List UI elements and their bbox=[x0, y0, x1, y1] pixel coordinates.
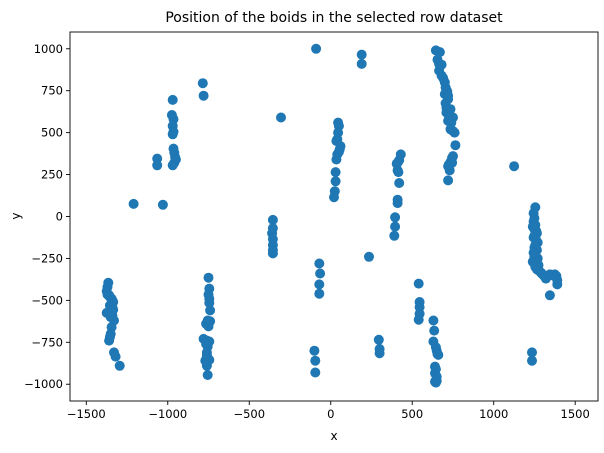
boid-point bbox=[201, 360, 212, 371]
y-tick-label: 500 bbox=[41, 126, 63, 140]
boid-point bbox=[152, 160, 163, 171]
boid-point bbox=[205, 305, 216, 316]
boid-point bbox=[331, 154, 342, 165]
x-tick-label: 1500 bbox=[561, 407, 590, 421]
boid-point bbox=[329, 192, 339, 203]
boid-point bbox=[433, 349, 444, 360]
boid-point bbox=[443, 175, 454, 186]
boid-point bbox=[552, 279, 563, 290]
boid-point bbox=[204, 297, 215, 308]
boid-point bbox=[413, 278, 424, 289]
boid-point bbox=[373, 334, 384, 345]
x-tick-label: 0 bbox=[327, 407, 334, 421]
x-tick-label: −1000 bbox=[148, 407, 187, 421]
boid-point bbox=[413, 314, 424, 325]
x-tick-label: −1500 bbox=[67, 407, 106, 421]
x-tick-label: −500 bbox=[233, 407, 265, 421]
boid-point bbox=[509, 161, 520, 172]
boid-point bbox=[330, 167, 341, 178]
y-tick-label: −1000 bbox=[24, 377, 63, 391]
boid-point bbox=[374, 348, 385, 359]
boid-point bbox=[167, 94, 178, 105]
boid-point bbox=[527, 347, 537, 358]
boid-point bbox=[390, 212, 401, 223]
boid-point bbox=[314, 258, 325, 269]
boid-point bbox=[276, 112, 286, 123]
boid-point bbox=[429, 325, 440, 336]
chart-title: Position of the boids in the selected ro… bbox=[165, 10, 503, 26]
boid-point bbox=[390, 221, 401, 232]
boid-point bbox=[449, 127, 460, 138]
y-tick-label: 0 bbox=[56, 210, 63, 224]
boid-point bbox=[197, 78, 208, 89]
x-tick-label: 500 bbox=[401, 407, 423, 421]
boid-point bbox=[198, 90, 209, 101]
y-tick-label: 750 bbox=[41, 84, 63, 98]
x-axis-ticks: −1500 −1000 −500 0 500 1000 1500 bbox=[67, 401, 590, 421]
boid-point bbox=[315, 268, 326, 279]
boid-point bbox=[330, 176, 341, 187]
boid-point bbox=[434, 47, 445, 58]
boid-point bbox=[167, 160, 178, 171]
boid-point bbox=[267, 248, 278, 259]
boid-point bbox=[203, 272, 214, 283]
boid-point bbox=[364, 251, 374, 262]
boid-point bbox=[356, 58, 367, 69]
boid-point bbox=[356, 49, 367, 60]
x-tick-label: 1000 bbox=[479, 407, 508, 421]
boid-point bbox=[104, 335, 115, 346]
boid-point bbox=[394, 178, 405, 188]
boid-point bbox=[167, 129, 178, 140]
boid-point bbox=[310, 367, 321, 378]
y-tick-label: −250 bbox=[31, 251, 63, 265]
boid-point bbox=[444, 165, 455, 176]
data-points bbox=[101, 43, 563, 388]
boid-point bbox=[310, 355, 321, 366]
boid-point bbox=[393, 167, 404, 178]
boid-point bbox=[392, 198, 403, 209]
boid-point bbox=[110, 351, 121, 362]
boid-point bbox=[114, 360, 125, 371]
boid-point bbox=[428, 315, 439, 326]
boid-point bbox=[309, 345, 320, 356]
boid-point bbox=[389, 230, 400, 241]
boid-point bbox=[157, 199, 168, 210]
y-tick-label: −500 bbox=[31, 293, 63, 307]
boid-point bbox=[202, 370, 213, 380]
boid-point bbox=[314, 279, 325, 290]
boid-point bbox=[128, 198, 139, 209]
boid-point bbox=[450, 140, 461, 151]
y-tick-label: 250 bbox=[41, 168, 63, 182]
y-tick-label: 1000 bbox=[34, 42, 63, 56]
boid-point bbox=[314, 288, 325, 299]
x-axis-label: x bbox=[330, 429, 337, 443]
boid-point bbox=[267, 214, 278, 225]
boid-point bbox=[430, 377, 441, 388]
boid-point bbox=[203, 321, 214, 332]
y-axis-label: y bbox=[9, 212, 23, 219]
y-tick-label: −750 bbox=[31, 335, 63, 349]
boid-point bbox=[544, 290, 555, 301]
boid-point bbox=[527, 355, 537, 366]
y-axis-ticks: −1000 −750 −500 −250 0 250 500 750 1000 bbox=[24, 42, 70, 391]
plot-frame bbox=[69, 31, 599, 402]
boid-point bbox=[311, 43, 322, 54]
